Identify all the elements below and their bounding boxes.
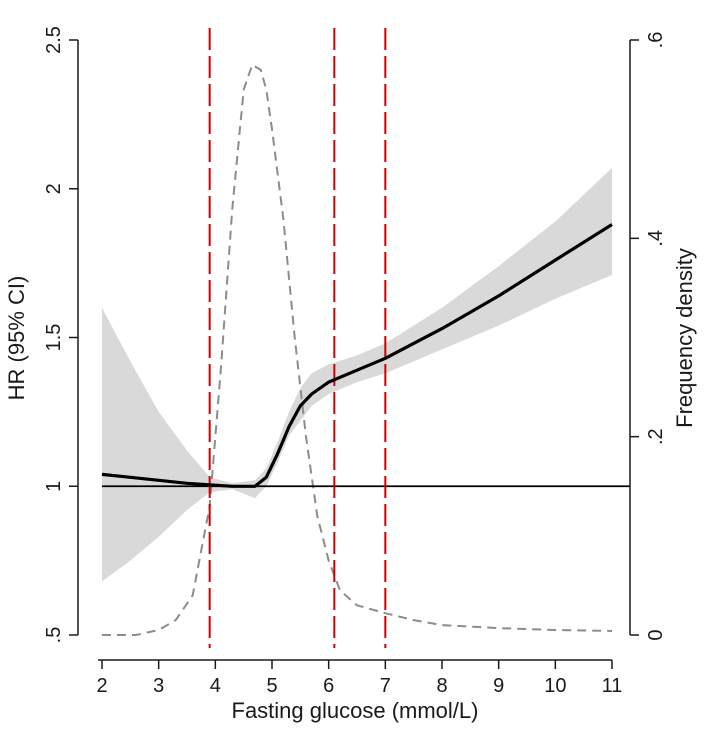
y-left-tick-label: .5 [43, 627, 65, 644]
y-axis-left-ticks: .5 1 1.5 2 2.5 [43, 26, 78, 643]
plot-area [101, 28, 630, 648]
x-tick-label: 2 [96, 675, 107, 697]
x-tick-label: 4 [210, 675, 221, 697]
hr-line [101, 223, 613, 488]
density-line [102, 63, 613, 636]
x-tick-label: 9 [493, 675, 504, 697]
y-right-tick-label: .2 [645, 428, 667, 445]
y-axis-right-ticks: 0 .2 .4 .6 [630, 32, 667, 641]
y-right-tick-label: 0 [645, 629, 667, 640]
y-left-tick-label: 2 [43, 183, 65, 194]
x-tick-label: 11 [602, 675, 623, 697]
axes [77, 40, 631, 661]
y-left-tick-label: 2.5 [43, 26, 65, 54]
x-axis-title: Fasting glucose (mmol/L) [232, 698, 479, 723]
x-tick-label: 6 [323, 675, 334, 697]
y-axis-left-title: HR (95% CI) [4, 276, 29, 401]
ci-band [102, 167, 612, 582]
y-right-tick-label: .4 [645, 230, 667, 247]
x-axis-ticks: 2 3 4 5 6 7 8 9 10 11 [96, 660, 622, 697]
x-tick-label: 3 [153, 675, 164, 697]
x-tick-label: 8 [436, 675, 447, 697]
y-left-tick-label: 1 [43, 481, 65, 492]
x-tick-label: 10 [544, 675, 566, 697]
y-left-tick-label: 1.5 [43, 324, 65, 352]
y-right-tick-label: .6 [645, 32, 667, 49]
y-axis-right-title: Frequency density [672, 248, 697, 428]
x-tick-label: 5 [266, 675, 277, 697]
x-tick-label: 7 [380, 675, 391, 697]
